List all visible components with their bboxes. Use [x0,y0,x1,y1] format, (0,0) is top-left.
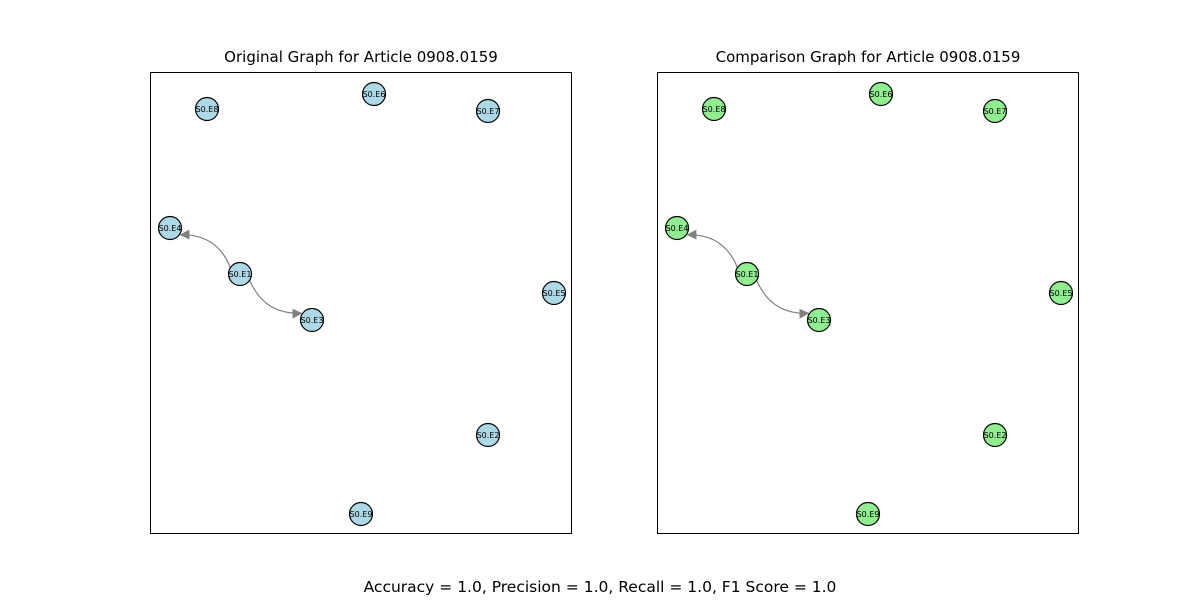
node-label: S0.E2 [477,431,500,440]
node-label: S0.E4 [159,224,182,233]
node-label: S0.E4 [666,224,689,233]
graph-node: S0.E8 [194,96,220,122]
node-label: S0.E7 [477,107,500,116]
node-label: S0.E6 [363,90,386,99]
graph-node: S0.E8 [701,96,727,122]
node-label: S0.E5 [1050,289,1073,298]
node-label: S0.E8 [703,105,726,114]
node-circle [541,280,567,306]
graph-node: S0.E6 [868,81,894,107]
graph-node: S0.E3 [299,307,325,333]
graph-node: S0.E6 [361,81,387,107]
node-circle [806,307,832,333]
node-circle [299,307,325,333]
edge-S0.E1-to-S0.E4 [179,229,231,268]
node-circle [664,215,690,241]
node-circle [734,261,760,287]
original-graph-panel: S0.E8 S0.E6 S0.E7 S0.E4 S0.E1 S0.E5 S0.E3 S0.E2… [150,72,572,534]
node-circle [227,261,253,287]
edge-S0.E1-to-S0.E3 [756,279,810,319]
graph-node: S0.E9 [348,501,374,527]
node-label: S0.E9 [350,510,373,519]
graph-node: S0.E7 [982,98,1008,124]
node-label: S0.E3 [301,316,324,325]
node-label: S0.E8 [196,105,219,114]
graph-node: S0.E2 [982,422,1008,448]
node-label: S0.E1 [736,270,759,279]
graph-node: S0.E1 [734,261,760,287]
graph-node: S0.E4 [157,215,183,241]
node-label: S0.E9 [857,510,880,519]
original-graph-canvas: S0.E8 S0.E6 S0.E7 S0.E4 S0.E1 S0.E5 S0.E3 S0.E2… [157,81,567,527]
node-circle [982,422,1008,448]
edge-S0.E1-to-S0.E3 [249,279,303,319]
node-label: S0.E7 [984,107,1007,116]
graph-node: S0.E9 [855,501,881,527]
node-circle [361,81,387,107]
graph-node: S0.E3 [806,307,832,333]
metrics-summary: Accuracy = 1.0, Precision = 1.0, Recall … [363,578,837,596]
node-circle [1048,280,1074,306]
graph-node: S0.E4 [664,215,690,241]
node-circle [194,96,220,122]
node-label: S0.E6 [870,90,893,99]
comparison-graph-panel: S0.E8 S0.E6 S0.E7 S0.E4 S0.E1 S0.E5 S0.E3 S0.E2… [657,72,1079,534]
edge-S0.E1-to-S0.E4 [686,229,738,268]
node-label: S0.E2 [984,431,1007,440]
node-circle [475,98,501,124]
graph-node: S0.E1 [227,261,253,287]
node-label: S0.E1 [229,270,252,279]
node-circle [855,501,881,527]
node-circle [701,96,727,122]
graph-node: S0.E7 [475,98,501,124]
comparison-graph-canvas: S0.E8 S0.E6 S0.E7 S0.E4 S0.E1 S0.E5 S0.E3 S0.E2… [664,81,1074,527]
original-graph-title: Original Graph for Article 0908.0159 [224,48,498,66]
graph-node: S0.E5 [1048,280,1074,306]
node-circle [982,98,1008,124]
node-circle [348,501,374,527]
graph-node: S0.E2 [475,422,501,448]
node-label: S0.E5 [543,289,566,298]
node-circle [475,422,501,448]
graph-node: S0.E5 [541,280,567,306]
node-circle [868,81,894,107]
node-label: S0.E3 [808,316,831,325]
comparison-graph-title: Comparison Graph for Article 0908.0159 [715,48,1021,66]
node-circle [157,215,183,241]
